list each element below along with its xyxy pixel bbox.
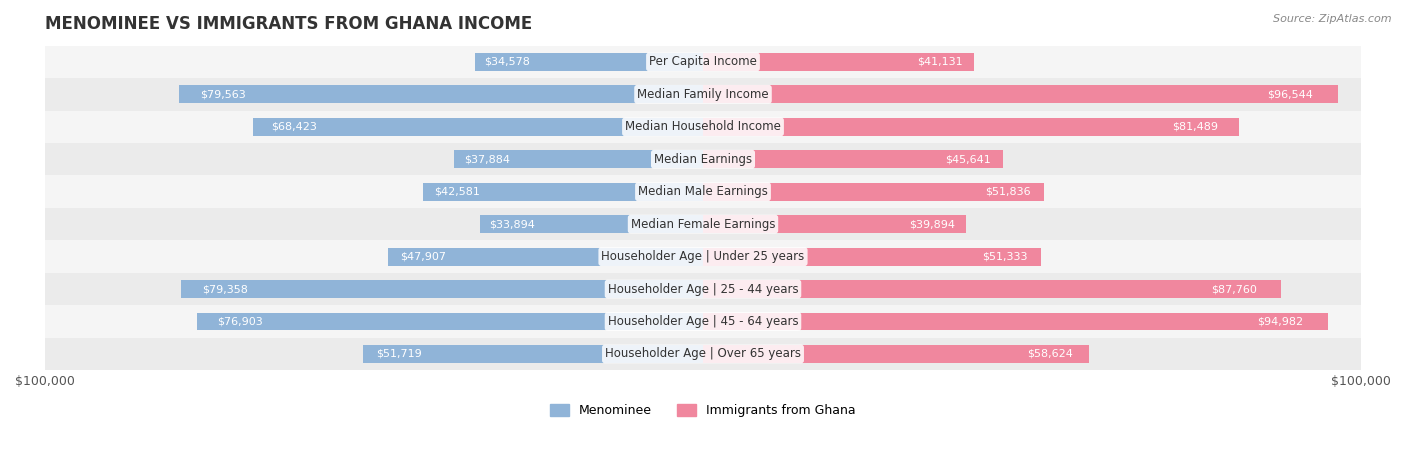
Bar xyxy=(45,78,1361,111)
Text: $45,641: $45,641 xyxy=(946,154,991,164)
Bar xyxy=(479,215,703,233)
Bar xyxy=(703,150,1004,168)
Bar xyxy=(388,248,703,266)
Text: Source: ZipAtlas.com: Source: ZipAtlas.com xyxy=(1274,14,1392,24)
Text: Householder Age | Under 25 years: Householder Age | Under 25 years xyxy=(602,250,804,263)
Text: $81,489: $81,489 xyxy=(1171,122,1218,132)
Bar xyxy=(423,183,703,201)
Bar xyxy=(454,150,703,168)
Text: $79,563: $79,563 xyxy=(201,89,246,99)
Bar xyxy=(45,111,1361,143)
Bar xyxy=(45,241,1361,273)
Bar xyxy=(45,305,1361,338)
Bar xyxy=(45,46,1361,78)
Bar xyxy=(45,143,1361,176)
Text: Per Capita Income: Per Capita Income xyxy=(650,56,756,68)
Text: $76,903: $76,903 xyxy=(217,317,263,326)
Text: Median Family Income: Median Family Income xyxy=(637,88,769,101)
Text: Median Female Earnings: Median Female Earnings xyxy=(631,218,775,231)
Bar xyxy=(703,215,966,233)
Bar xyxy=(181,280,703,298)
Text: Median Earnings: Median Earnings xyxy=(654,153,752,166)
Bar xyxy=(703,312,1329,331)
Bar xyxy=(180,85,703,103)
Text: $68,423: $68,423 xyxy=(271,122,316,132)
Bar xyxy=(703,183,1045,201)
Text: $47,907: $47,907 xyxy=(401,252,446,262)
Text: Householder Age | Over 65 years: Householder Age | Over 65 years xyxy=(605,347,801,361)
Text: $37,884: $37,884 xyxy=(464,154,509,164)
Text: $87,760: $87,760 xyxy=(1212,284,1257,294)
Bar xyxy=(45,273,1361,305)
Text: Householder Age | 25 - 44 years: Householder Age | 25 - 44 years xyxy=(607,283,799,296)
Text: Median Male Earnings: Median Male Earnings xyxy=(638,185,768,198)
Text: $39,894: $39,894 xyxy=(910,219,955,229)
Bar xyxy=(703,53,974,71)
Text: $33,894: $33,894 xyxy=(489,219,534,229)
Bar xyxy=(475,53,703,71)
Bar xyxy=(703,280,1281,298)
Bar xyxy=(363,345,703,363)
Text: $42,581: $42,581 xyxy=(434,187,479,197)
Text: $51,333: $51,333 xyxy=(981,252,1028,262)
Bar xyxy=(703,118,1239,136)
Bar xyxy=(703,248,1040,266)
Bar xyxy=(197,312,703,331)
Bar xyxy=(703,345,1088,363)
Text: $96,544: $96,544 xyxy=(1267,89,1313,99)
Text: $94,982: $94,982 xyxy=(1257,317,1303,326)
Text: $58,624: $58,624 xyxy=(1028,349,1073,359)
Bar xyxy=(45,338,1361,370)
Legend: Menominee, Immigrants from Ghana: Menominee, Immigrants from Ghana xyxy=(546,399,860,422)
Bar xyxy=(45,208,1361,241)
Text: Householder Age | 45 - 64 years: Householder Age | 45 - 64 years xyxy=(607,315,799,328)
Bar xyxy=(253,118,703,136)
Text: Median Household Income: Median Household Income xyxy=(626,120,780,133)
Text: $79,358: $79,358 xyxy=(201,284,247,294)
Text: $51,719: $51,719 xyxy=(377,349,422,359)
Bar xyxy=(703,85,1339,103)
Bar xyxy=(45,176,1361,208)
Text: $34,578: $34,578 xyxy=(485,57,530,67)
Text: MENOMINEE VS IMMIGRANTS FROM GHANA INCOME: MENOMINEE VS IMMIGRANTS FROM GHANA INCOM… xyxy=(45,15,533,33)
Text: $51,836: $51,836 xyxy=(984,187,1031,197)
Text: $41,131: $41,131 xyxy=(917,57,963,67)
